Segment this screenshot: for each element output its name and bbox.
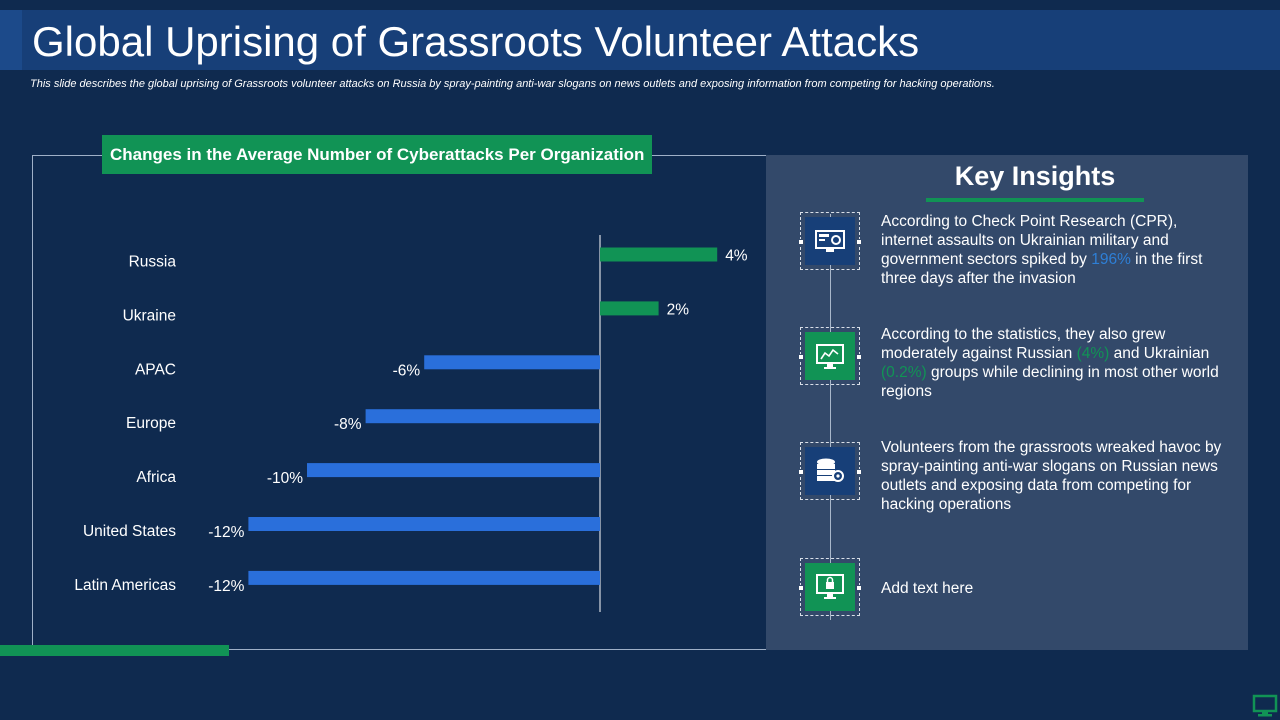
insight-highlight: (4%) <box>1076 345 1110 362</box>
insight-text-part: groups while declining in most other wor… <box>881 364 1219 400</box>
data-label: -8% <box>334 416 362 433</box>
insight-2-text: According to the statistics, they also g… <box>881 325 1231 401</box>
connector-dot <box>798 239 804 245</box>
title-bar <box>0 10 1280 70</box>
insights-title: Key Insights <box>954 161 1116 191</box>
bar-latin-americas <box>248 570 600 585</box>
bar-africa <box>307 463 600 478</box>
insights-title-underline <box>926 198 1144 202</box>
bar-russia <box>600 247 718 262</box>
data-label: 4% <box>725 248 748 265</box>
insight-3-text: Volunteers from the grassroots wreaked h… <box>881 438 1231 514</box>
monitor-chart-icon <box>805 332 855 380</box>
bar-europe <box>365 409 600 424</box>
bar-apac <box>424 355 600 370</box>
insight-1-text: According to Check Point Research (CPR),… <box>881 212 1231 288</box>
insight-text-part: Volunteers from the grassroots wreaked h… <box>881 439 1222 513</box>
category-label: Ukraine <box>123 307 176 324</box>
connector-dot <box>798 585 804 591</box>
insight-4-text: Add text here <box>881 579 1231 598</box>
insight-highlight: 196% <box>1091 251 1131 268</box>
insight-text-part: and Ukrainian <box>1109 345 1210 362</box>
bar-ukraine <box>600 301 659 316</box>
insight-highlight: (0.2%) <box>881 364 927 381</box>
insights-timeline-line <box>830 214 831 620</box>
insight-text-part: in the first three days after the invasi… <box>881 251 1203 287</box>
monitor-lock-icon <box>805 563 855 611</box>
data-label: -6% <box>393 362 421 379</box>
connector-dot <box>856 239 862 245</box>
connector-dot <box>798 469 804 475</box>
connector-dot <box>798 354 804 360</box>
decorative-green-strip <box>0 645 229 656</box>
insight-4-icon-box <box>798 558 862 616</box>
category-label: Europe <box>126 415 176 432</box>
insight-3-icon-box <box>798 442 862 500</box>
insight-1-icon-box <box>798 212 862 270</box>
connector-dot <box>856 469 862 475</box>
category-label: Latin Americas <box>74 577 176 594</box>
data-label: -12% <box>208 578 244 595</box>
monitor-icon <box>1252 694 1278 717</box>
page-title: Global Uprising of Grassroots Volunteer … <box>32 18 920 65</box>
chart-title: Changes in the Average Number of Cyberat… <box>102 135 653 174</box>
category-label: United States <box>83 523 176 540</box>
category-label: Africa <box>136 469 176 486</box>
data-label: 2% <box>667 301 690 318</box>
data-label: -10% <box>267 470 303 487</box>
monitor-settings-icon <box>805 217 855 265</box>
insight-text-part: According to Check Point Research (CPR),… <box>881 213 1178 268</box>
bar-united-states <box>248 517 600 531</box>
category-label: APAC <box>135 361 176 378</box>
database-gear-icon <box>805 447 855 495</box>
connector-dot <box>856 354 862 360</box>
connector-dot <box>856 585 862 591</box>
page-subtitle: This slide describes the global uprising… <box>30 78 995 90</box>
title-bar-accent <box>0 10 22 70</box>
data-label: -12% <box>208 524 244 541</box>
category-label: Russia <box>129 254 177 271</box>
insight-text-part: Add text here <box>881 580 974 597</box>
insight-text-part: According to the statistics, they also g… <box>881 326 1166 362</box>
insight-2-icon-box <box>798 327 862 385</box>
